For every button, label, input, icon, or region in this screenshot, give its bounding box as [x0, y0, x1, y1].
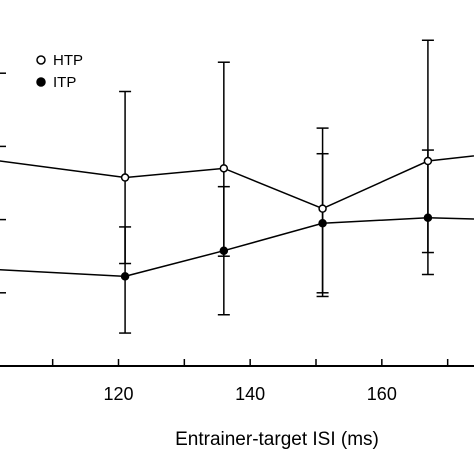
- data-point-htp: [120, 173, 130, 182]
- y-axis-ticks: [0, 72, 6, 367]
- data-point-itp: [120, 272, 130, 281]
- legend-marker-itp: [36, 77, 46, 87]
- plot-area: [0, 39, 474, 334]
- series-line-htp: [0, 155, 474, 210]
- legend: HTP ITP: [36, 52, 83, 91]
- x-axis-label: Entrainer-target ISI (ms): [175, 429, 379, 450]
- legend-marker-htp: [36, 55, 46, 65]
- data-point-itp: [423, 213, 433, 223]
- legend-label-itp: ITP: [53, 74, 76, 91]
- x-tick-label: 160: [367, 384, 397, 404]
- data-point-itp: [318, 219, 327, 228]
- data-point-htp: [423, 156, 433, 166]
- legend-label-htp: HTP: [53, 52, 83, 69]
- data-point-itp: [219, 246, 229, 255]
- data-point-htp: [219, 164, 229, 173]
- x-tick-label: 140: [235, 384, 265, 404]
- data-point-htp: [318, 204, 327, 213]
- x-tick-label: 120: [103, 384, 133, 404]
- x-axis-ticks: 120 140 160: [51, 359, 449, 404]
- series-line-itp: [0, 217, 474, 278]
